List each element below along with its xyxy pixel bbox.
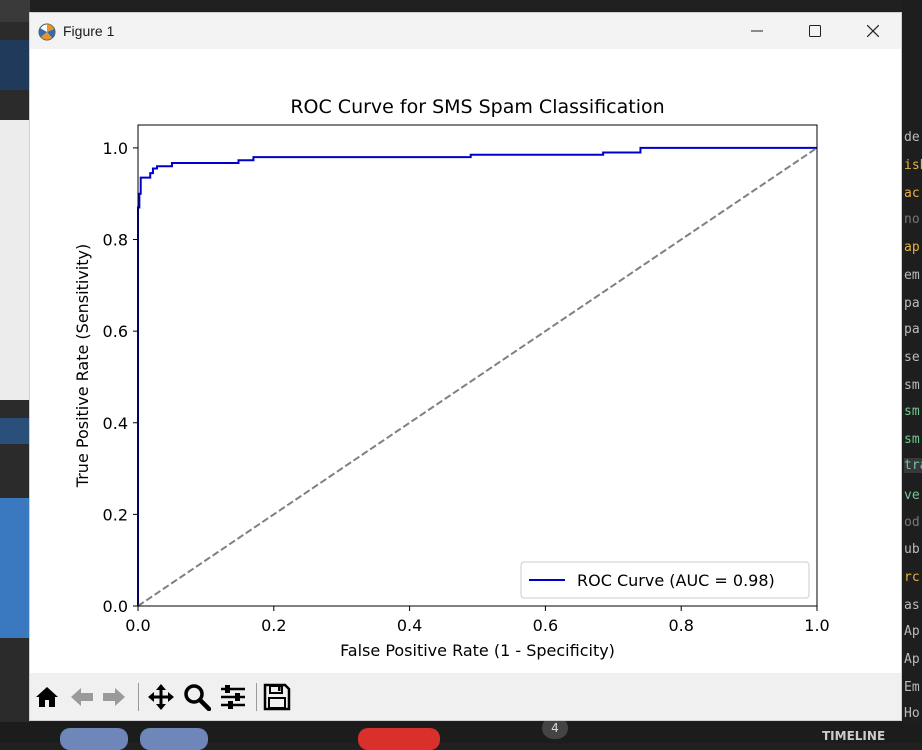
y-tick-label: 0.2 <box>103 505 128 524</box>
save-button[interactable] <box>261 681 293 713</box>
arrow-right-icon <box>103 688 125 706</box>
timeline-label: TIMELINE <box>822 729 886 743</box>
roc-chart: ROC Curve for SMS Spam Classification 0.0… <box>73 96 830 660</box>
figure-window: Figure 1 ROC Curve for SMS Spam Classifi… <box>29 12 902 721</box>
minimize-button[interactable] <box>728 13 786 49</box>
maximize-icon <box>809 25 821 37</box>
arrow-left-icon <box>71 688 93 706</box>
close-icon <box>867 25 879 37</box>
close-button[interactable] <box>844 13 902 49</box>
x-tick-label: 0.0 <box>125 616 150 635</box>
roc-curve-line <box>137 146 817 606</box>
home-icon <box>36 687 58 707</box>
pan-button[interactable] <box>145 681 177 713</box>
chart-title: ROC Curve for SMS Spam Classification <box>290 96 664 118</box>
random-classifier-line <box>137 147 818 607</box>
x-tick-label: 0.8 <box>668 616 693 635</box>
home-button[interactable] <box>31 681 63 713</box>
title-bar[interactable]: Figure 1 <box>30 13 901 49</box>
sliders-icon <box>221 685 245 709</box>
notification-badge: 4 <box>542 717 568 739</box>
navigation-toolbar <box>30 673 901 720</box>
taskbar <box>0 722 922 750</box>
forward-button[interactable] <box>98 681 130 713</box>
figure-canvas[interactable]: ROC Curve for SMS Spam Classification 0.0… <box>30 49 901 673</box>
minimize-icon <box>751 30 763 32</box>
x-tick-label: 0.2 <box>261 616 286 635</box>
y-tick-label: 0.6 <box>103 322 128 341</box>
plot-frame <box>137 124 818 607</box>
matplotlib-icon <box>38 23 56 41</box>
y-tick-label: 1.0 <box>103 139 128 158</box>
move-icon <box>148 684 174 710</box>
window-title: Figure 1 <box>63 23 115 39</box>
x-axis-label: False Positive Rate (1 - Specificity) <box>340 641 615 660</box>
legend-box <box>520 561 810 599</box>
background-left-window <box>0 0 30 743</box>
configure-subplots-button[interactable] <box>217 681 249 713</box>
zoom-button[interactable] <box>181 681 213 713</box>
x-tick-label: 1.0 <box>804 616 829 635</box>
background-code-editor: de ish ac no ap em pa pa se sm sm sm tra… <box>902 0 922 743</box>
y-tick-label: 0.8 <box>103 231 128 250</box>
maximize-button[interactable] <box>786 13 844 49</box>
x-tick-label: 0.6 <box>533 616 558 635</box>
floppy-disk-icon <box>263 683 291 711</box>
y-tick-label: 0.0 <box>103 597 128 616</box>
magnifier-icon <box>184 684 211 711</box>
back-button[interactable] <box>66 681 98 713</box>
legend-entry: ROC Curve (AUC = 0.98) <box>577 571 775 590</box>
y-axis-label: True Positive Rate (Sensitivity) <box>73 244 92 488</box>
y-tick-label: 0.4 <box>103 414 128 433</box>
x-tick-label: 0.4 <box>397 616 422 635</box>
